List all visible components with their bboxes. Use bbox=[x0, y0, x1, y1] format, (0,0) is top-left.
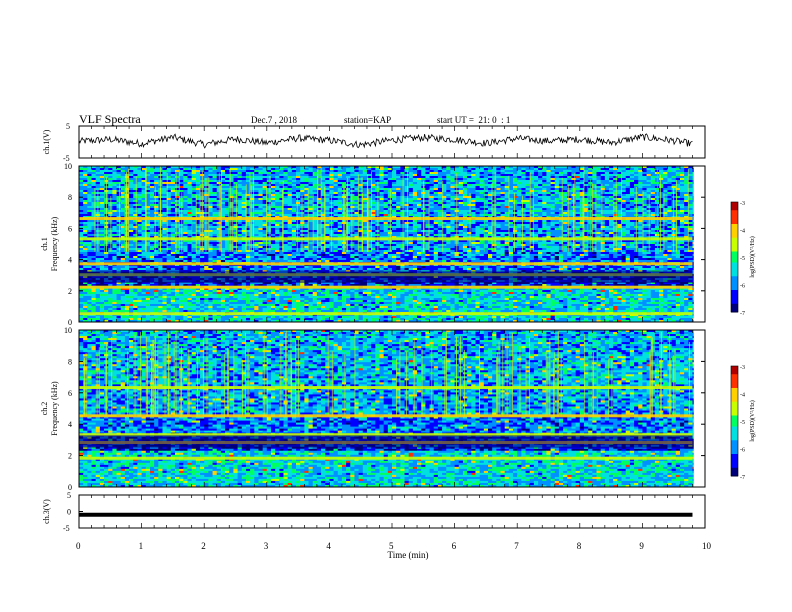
ch1-spec-ytick-2: 2 bbox=[68, 287, 72, 296]
xtick-8: 8 bbox=[577, 541, 582, 551]
ch2-spec-cb-tick-3: -6 bbox=[740, 448, 745, 454]
ch1-spec-band-1 bbox=[79, 285, 693, 289]
ch1-spec-dark-band bbox=[79, 270, 693, 283]
xtick-7: 7 bbox=[514, 541, 519, 551]
ch1-spec-cb-tick-2: -5 bbox=[740, 256, 745, 262]
ch3-ylabel: ch.3(V) bbox=[42, 499, 51, 524]
xtick-9: 9 bbox=[639, 541, 644, 551]
ch1-spec-cb-tick-0: -3 bbox=[740, 201, 745, 207]
start-time-label: start UT = 21: 0 : 1 bbox=[437, 115, 510, 125]
ch2-spec-band-0 bbox=[79, 456, 693, 460]
ch1-spec-cb-tick-3: -6 bbox=[740, 284, 745, 290]
xtick-2: 2 bbox=[201, 541, 206, 551]
ch1-spec-ylabel-freq: Frequency (kHz) bbox=[50, 216, 59, 271]
ch2-spec-band-2 bbox=[79, 433, 693, 437]
ch1-ytick-5: 5 bbox=[66, 122, 70, 131]
xtick-1: 1 bbox=[139, 541, 144, 551]
ch2-spec-band-4 bbox=[79, 386, 693, 390]
ch2-spec-ytick-4: 4 bbox=[68, 420, 72, 429]
ch2-spec-colorbar bbox=[730, 365, 739, 477]
xtick-4: 4 bbox=[326, 541, 331, 551]
ch2-spec-ytick-0: 0 bbox=[68, 483, 72, 492]
ch2-spec-gap bbox=[693, 330, 705, 487]
ch1-spec-cb-tick-1: -4 bbox=[740, 229, 745, 235]
ch2-spec-band-3 bbox=[79, 414, 693, 418]
ch3-ytick-1: 0 bbox=[67, 508, 71, 517]
ch1-ytick-neg5: -5 bbox=[63, 154, 70, 163]
ch1-trace bbox=[78, 133, 693, 149]
xaxis-label: Time (min) bbox=[388, 550, 429, 560]
xtick-0: 0 bbox=[76, 541, 81, 551]
xtick-3: 3 bbox=[264, 541, 269, 551]
ch2-spec-ytick-6: 6 bbox=[68, 389, 72, 398]
xtick-6: 6 bbox=[452, 541, 457, 551]
ch2-spec-ytick-8: 8 bbox=[68, 357, 72, 366]
ch1-spec-cb-label: log(PSD)(V²/Hz) bbox=[749, 236, 756, 277]
xtick-10: 10 bbox=[702, 541, 712, 551]
ch1-spec-cb-tick-4: -7 bbox=[740, 311, 745, 317]
ch2-spec-ytick-10: 10 bbox=[64, 326, 72, 335]
ch3-ytick-2: -5 bbox=[63, 524, 70, 533]
ch2-spec-heatmap bbox=[79, 330, 706, 488]
ch1-spec-gap bbox=[693, 166, 705, 322]
ch2-spec-cb-label: log(PSD)(V²/Hz) bbox=[749, 400, 756, 441]
station-label: station=KAP bbox=[344, 115, 391, 125]
figure-title: VLF Spectra bbox=[79, 112, 141, 127]
ch1-spec-ylabel-ch: ch.1 bbox=[40, 237, 49, 251]
ch1-spec-ytick-6: 6 bbox=[68, 224, 72, 233]
ch2-spec-ylabel-ch: ch.2 bbox=[40, 402, 49, 416]
ch1-spec-ytick-4: 4 bbox=[68, 256, 72, 265]
ch1-spec-ytick-0: 0 bbox=[68, 318, 72, 327]
xtick-5: 5 bbox=[389, 541, 394, 551]
ch1-spec-band-5 bbox=[79, 217, 693, 221]
ch1-spec-heatmap bbox=[79, 166, 706, 323]
ch1-spec-colorbar bbox=[730, 201, 739, 313]
ch3-ytick-0: 5 bbox=[67, 491, 71, 500]
ch2-spec-cb-tick-2: -5 bbox=[740, 420, 745, 426]
ch1-spec-ytick-10: 10 bbox=[64, 162, 72, 171]
date-label: Dec.7 , 2018 bbox=[251, 115, 297, 125]
ch2-spec-cb-tick-4: -7 bbox=[740, 475, 745, 481]
ch2-spec-ylabel-freq: Frequency (kHz) bbox=[50, 381, 59, 436]
ch1-spec-band-3 bbox=[79, 262, 693, 266]
ch2-spec-cb-tick-0: -3 bbox=[740, 365, 745, 371]
ch2-spec-dark-band bbox=[79, 435, 693, 448]
ch1-spec-band-0 bbox=[79, 312, 693, 316]
ch1-ylabel: ch.1(V) bbox=[42, 129, 51, 154]
ch2-spec-cb-tick-1: -4 bbox=[740, 393, 745, 399]
ch1-spec-ytick-8: 8 bbox=[68, 193, 72, 202]
ch2-spec-ytick-2: 2 bbox=[68, 452, 72, 461]
ch1-spec-band-4 bbox=[79, 237, 693, 241]
